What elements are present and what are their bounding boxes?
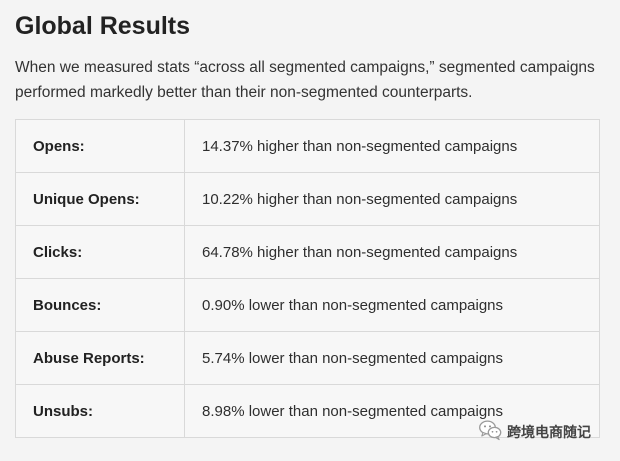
results-table: Opens: 14.37% higher than non-segmented … [15,119,600,438]
metric-label: Opens: [15,119,185,173]
metric-label: Unique Opens: [15,172,185,226]
table-row: Opens: 14.37% higher than non-segmented … [15,119,600,173]
metric-value: 64.78% higher than non-segmented campaig… [184,225,600,279]
table-row: Abuse Reports: 5.74% lower than non-segm… [15,331,600,385]
metric-value: 5.74% lower than non-segmented campaigns [184,331,600,385]
metric-value: 0.90% lower than non-segmented campaigns [184,278,600,332]
page-title: Global Results [15,12,191,40]
watermark-text: 跨境电商随记 [507,425,591,441]
metric-label: Abuse Reports: [15,331,185,385]
metric-label: Clicks: [15,225,185,279]
intro-paragraph: When we measured stats “across all segme… [15,59,595,101]
metric-label: Bounces: [15,278,185,332]
metric-value: 8.98% lower than non-segmented campaigns [184,384,600,438]
metric-value: 10.22% higher than non-segmented campaig… [184,172,600,226]
table-row: Clicks: 64.78% higher than non-segmented… [15,225,600,279]
metric-label: Unsubs: [15,384,185,438]
table-row: Bounces: 0.90% lower than non-segmented … [15,278,600,332]
table-row: Unsubs: 8.98% lower than non-segmented c… [15,384,600,438]
watermark: 跨境电商随记 [478,419,591,446]
table-row: Unique Opens: 10.22% higher than non-seg… [15,172,600,226]
wechat-icon [478,419,502,446]
metric-value: 14.37% higher than non-segmented campaig… [184,119,600,173]
